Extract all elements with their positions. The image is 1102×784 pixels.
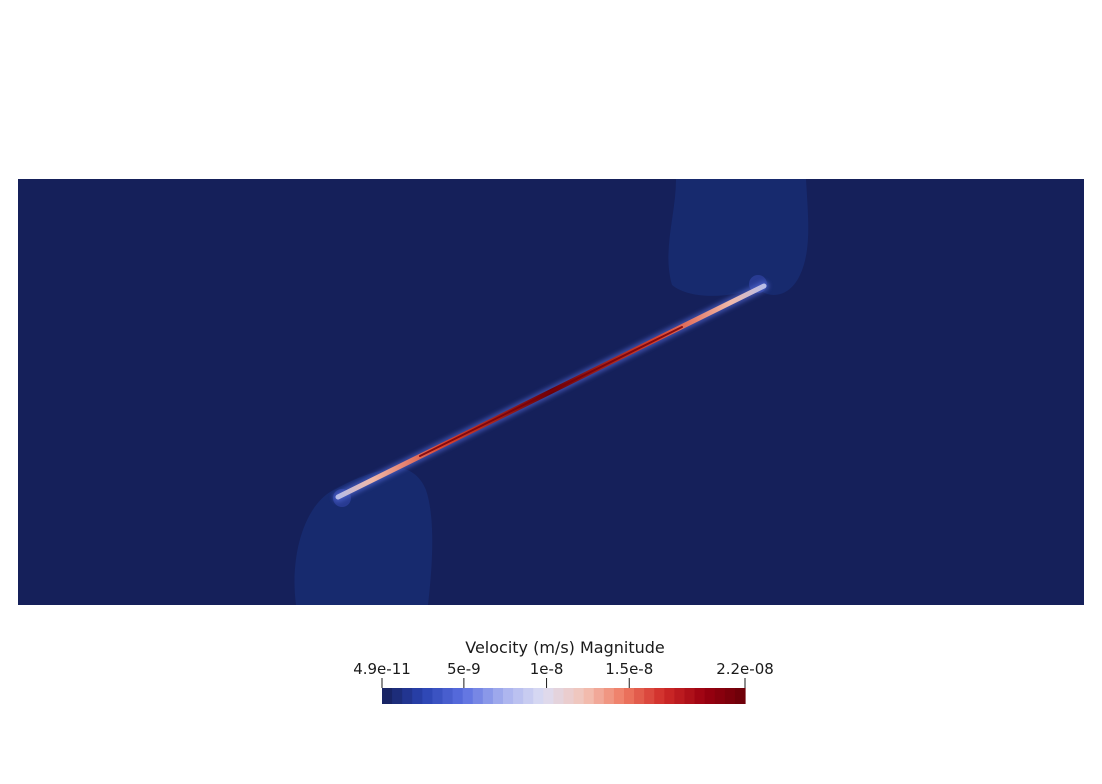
colorbar-swatch [694,688,706,704]
colorbar-tick-label: 4.9e-11 [353,660,411,678]
colorbar-swatch [603,688,615,704]
colorbar-swatch [482,688,494,704]
colorbar-swatch [382,688,393,704]
colorbar-swatch [503,688,514,704]
colorbar-swatch [553,688,565,704]
colorbar-swatch [412,688,423,704]
colorbar-tick-label: 2.2e-08 [716,660,774,678]
colorbar-swatch [644,688,655,704]
colorbar-swatch [543,688,555,704]
colorbar-title: Velocity (m/s) Magnitude [465,638,665,657]
colorbar-swatch [422,688,434,704]
colorbar-swatch [684,688,696,704]
colorbar-swatch [563,688,575,704]
velocity-plume-upper [668,179,809,296]
colorbar-swatch [704,688,716,704]
colorbar-swatch [402,688,413,704]
colorbar-swatch [624,688,635,704]
colorbar-swatch [734,688,746,704]
colorbar-tick-label: 1e-8 [530,660,564,678]
colorbar-swatch [392,688,403,704]
colorbar-swatch [714,688,726,704]
colorbar-swatch [724,688,736,704]
colorbar-swatch [674,688,686,704]
colorbar-swatch [432,688,444,704]
fracture-core [419,326,683,457]
colorbar-tick-label: 1.5e-8 [605,660,653,678]
colorbar-swatch [492,688,504,704]
color-legend: 4.9e-11 5e-9 1e-8 1.5e-8 2.2e-08 Velocity (m… [330,636,800,716]
colorbar-swatch [613,688,625,704]
colorbar-swatch [573,688,585,704]
velocity-plume-lower [294,467,433,605]
colorbar-swatch [664,688,676,704]
colorbar-swatch [513,688,524,704]
colorbar-swatch [583,688,595,704]
colorbar-swatch [634,688,645,704]
colorbar-swatch [452,688,464,704]
colorbar-tick-label: 5e-9 [447,660,481,678]
colorbar-swatch [533,688,544,704]
colorbar-graphic: 4.9e-11 5e-9 1e-8 1.5e-8 2.2e-08 [353,660,774,704]
colorbar-swatch [654,688,665,704]
colorbar-swatch [442,688,454,704]
colorbar-swatch [472,688,484,704]
colorbar-swatch [593,688,605,704]
colorbar-swatch [523,688,534,704]
colorbar-swatch [462,688,474,704]
